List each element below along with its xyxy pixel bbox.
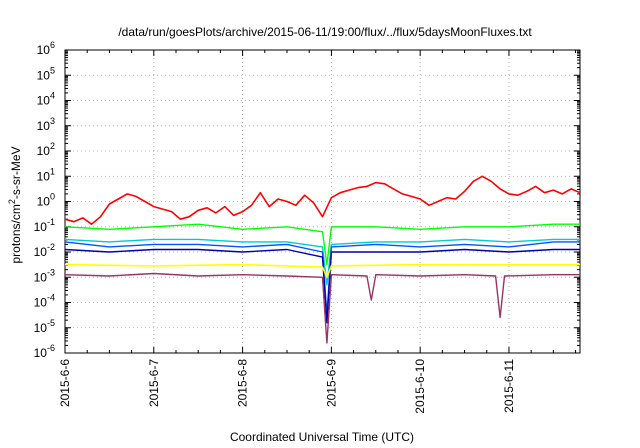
series-line [64, 238, 580, 286]
y-tick-label: 10-3 [34, 267, 55, 284]
x-tick-label: 2015-6-11 [502, 359, 516, 413]
y-tick-label: 104 [37, 91, 55, 108]
series-line [64, 263, 580, 279]
y-tick-label: 10-2 [34, 242, 55, 259]
y-axis-label: protons/cm2-s-sr-MeV [7, 146, 23, 263]
plot-frame [64, 49, 581, 354]
y-tick-label: 10-5 [34, 318, 55, 335]
y-tick-label: 100 [37, 192, 55, 209]
y-tick-labels: 10-6 10-5 10-4 10-3 10-2 10-1 100 101 102 103 104 1… [34, 40, 55, 360]
grid-lines [65, 50, 580, 353]
y-tick-label: 103 [37, 116, 55, 133]
x-tick-label: 2015-6-6 [58, 359, 72, 407]
series-line [64, 272, 580, 344]
y-tick-label: 10-6 [34, 343, 55, 360]
axis-ticks [64, 49, 580, 354]
y-tick-label: 102 [37, 141, 55, 158]
series-line [64, 175, 581, 225]
series-line [64, 248, 580, 324]
y-tick-label: 101 [37, 166, 55, 183]
x-tick-label: 2015-6-8 [236, 359, 250, 407]
chart-title: /data/run/goesPlots/archive/2015-06-11/1… [118, 25, 532, 39]
x-tick-labels: 2015-6-6 2015-6-7 2015-6-8 2015-6-9 2015-6-1… [58, 359, 516, 414]
x-tick-label: 2015-6-9 [324, 359, 338, 407]
x-tick-label: 2015-6-7 [147, 359, 161, 407]
x-axis-label: Coordinated Universal Time (UTC) [230, 430, 414, 444]
y-tick-label: 10-1 [34, 217, 55, 234]
y-tick-label: 106 [37, 40, 55, 57]
y-tick-label: 10-4 [34, 293, 55, 310]
data-series [64, 175, 581, 344]
series-line [64, 223, 580, 266]
y-tick-label: 105 [37, 65, 55, 82]
x-tick-label: 2015-6-10 [413, 359, 427, 414]
